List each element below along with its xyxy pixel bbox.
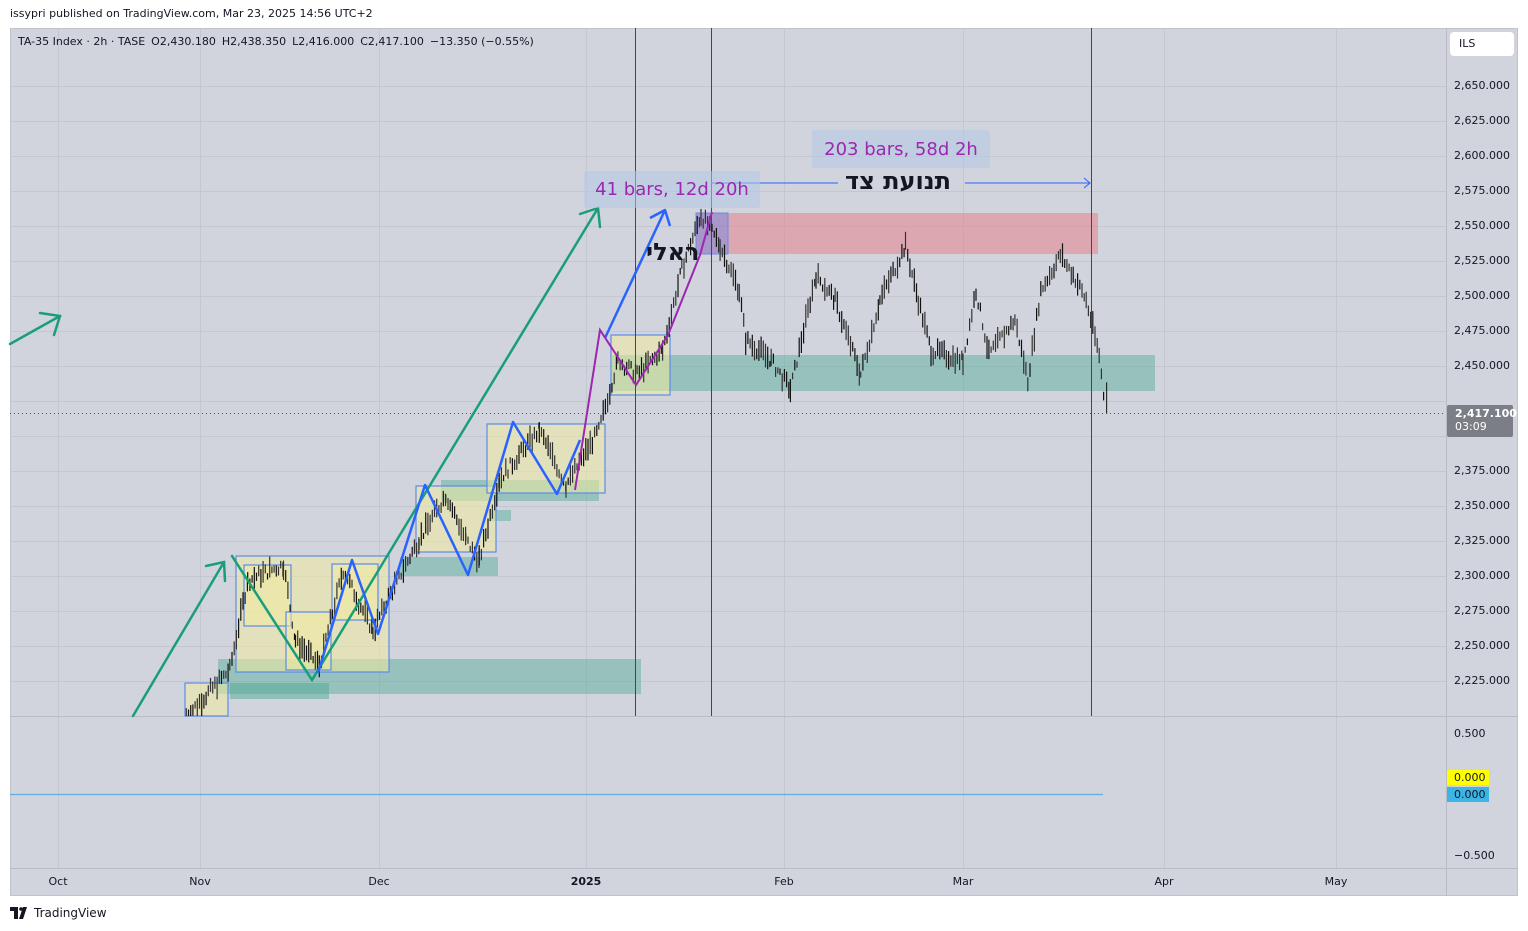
indicator-tick: 0.500 xyxy=(1454,727,1486,740)
green-arrow xyxy=(230,206,602,683)
time-tick: Apr xyxy=(1154,875,1174,888)
wave-zigzag xyxy=(316,208,672,674)
footer-brand[interactable]: TradingView xyxy=(10,906,107,920)
time-tick: Oct xyxy=(48,875,68,888)
time-tick: Nov xyxy=(189,875,211,888)
price-tick: 2,600.000 xyxy=(1454,149,1510,162)
symbol-legend[interactable]: TA-35 Index · 2h · TASE O2,430.180 H2,438.… xyxy=(18,35,540,48)
demand-zone xyxy=(400,557,498,576)
green-arrow xyxy=(131,560,227,718)
demand-zone xyxy=(490,510,511,521)
price-tick: 2,525.000 xyxy=(1454,254,1510,267)
price-tick: 2,550.000 xyxy=(1454,219,1510,232)
price-tick: 2,500.000 xyxy=(1454,289,1510,302)
indicator-tick: −0.500 xyxy=(1454,849,1495,862)
time-tick: Dec xyxy=(368,875,390,888)
price-tick: 2,450.000 xyxy=(1454,359,1510,372)
price-tick: 2,650.000 xyxy=(1454,79,1510,92)
high-value: H2,438.350 xyxy=(221,35,287,48)
grid xyxy=(10,28,1446,868)
tradingview-logo-icon xyxy=(10,907,27,919)
price-tick: 2,350.000 xyxy=(1454,499,1510,512)
change-value: −13.350 (−0.55%) xyxy=(429,35,534,48)
low-value: L2,416.000 xyxy=(292,35,355,48)
sideways-label[interactable]: תנועת צד xyxy=(845,167,952,195)
time-tick: 2025 xyxy=(570,875,602,888)
price-tick: 2,575.000 xyxy=(1454,184,1510,197)
symbol-name[interactable]: TA-35 Index · 2h · TASE xyxy=(18,35,146,48)
price-tick: 2,225.000 xyxy=(1454,674,1510,687)
trend-arrows xyxy=(8,206,602,718)
price-tick: 2,625.000 xyxy=(1454,114,1510,127)
blue-arrow xyxy=(603,208,672,339)
indicator-value-blue: 0.000 xyxy=(1447,787,1489,802)
measure-label-short[interactable]: 41 bars, 12d 20h xyxy=(584,171,760,208)
current-price-value: 2,417.100 xyxy=(1455,407,1517,420)
open-value: O2,430.180 xyxy=(151,35,216,48)
price-tick: 2,375.000 xyxy=(1454,464,1510,477)
close-value: C2,417.100 xyxy=(360,35,424,48)
published-info: issypri published on TradingView.com, Ma… xyxy=(10,7,373,20)
green-arrow xyxy=(8,311,62,346)
price-tick: 2,250.000 xyxy=(1454,639,1510,652)
indicator-value-yellow: 0.000 xyxy=(1447,770,1489,785)
blue-zigzag xyxy=(316,420,582,674)
brand-name: TradingView xyxy=(34,906,107,920)
current-price-tag: 2,417.100 03:09 xyxy=(1447,405,1517,437)
time-tick: Feb xyxy=(774,875,794,888)
rally-label[interactable]: ראלי xyxy=(646,238,700,266)
price-tick: 2,300.000 xyxy=(1454,569,1510,582)
price-tick: 2,275.000 xyxy=(1454,604,1510,617)
currency-button[interactable]: ILS xyxy=(1450,32,1514,56)
time-tick: Mar xyxy=(952,875,974,888)
price-tick: 2,475.000 xyxy=(1454,324,1510,337)
purple-zigzag xyxy=(574,211,713,491)
time-tick: May xyxy=(1324,875,1348,888)
price-tick: 2,325.000 xyxy=(1454,534,1510,547)
consolidation-box xyxy=(610,334,671,396)
measure-label-long[interactable]: 203 bars, 58d 2h xyxy=(812,130,990,168)
demand-zone xyxy=(230,683,329,699)
consolidation-box xyxy=(486,423,606,494)
support-zone xyxy=(612,355,1155,391)
bar-countdown: 03:09 xyxy=(1455,420,1487,433)
chart-frame[interactable] xyxy=(10,28,1518,896)
resistance-zone xyxy=(728,213,1098,254)
